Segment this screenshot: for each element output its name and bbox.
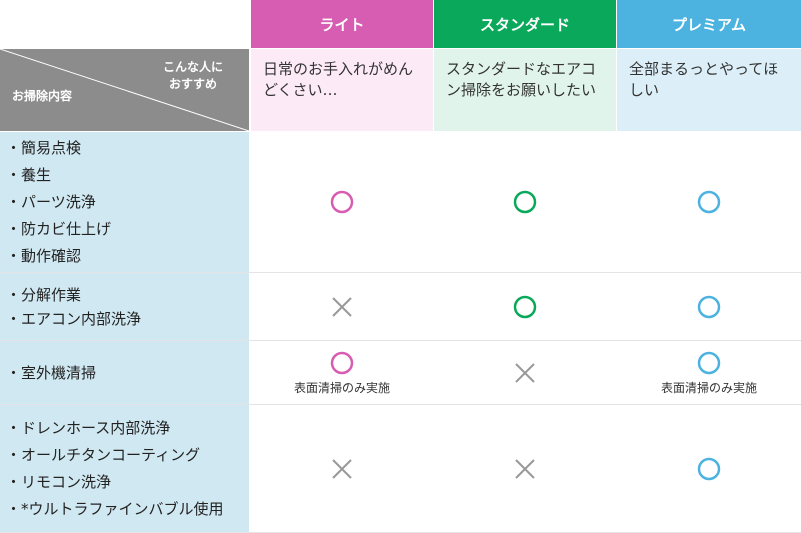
included-mark — [513, 295, 537, 318]
plan-name: スタンダード — [434, 0, 616, 48]
plan-name: ライト — [251, 0, 433, 48]
row-item: ・エアコン内部洗浄 — [6, 309, 142, 328]
included-mark — [697, 190, 721, 214]
row-item: ・防カビ仕上げ — [6, 219, 112, 238]
cell — [434, 341, 616, 404]
diagonal — [0, 49, 249, 131]
excluded-mark — [332, 458, 352, 479]
cell — [434, 132, 616, 272]
included-mark — [330, 351, 354, 374]
cell — [434, 405, 616, 532]
row-item: ・分解作業 — [6, 285, 82, 304]
excluded-mark — [332, 296, 352, 317]
included-mark — [697, 457, 721, 480]
row-item: ・パーツ洗浄 — [6, 192, 96, 211]
cell — [617, 132, 801, 272]
included-mark — [330, 190, 354, 214]
row-items: ・簡易点検・養生・パーツ洗浄 ・防カビ仕上げ ・動作確認 — [0, 132, 249, 272]
plan-recommend: 日常のお手入れがめんどくさい… — [251, 49, 433, 131]
row-item: ・室外機清掃 — [6, 363, 97, 382]
cell: 表面清掃のみ実施 — [617, 341, 801, 404]
plan-recommend: スタンダードなエアコン掃除をお願いしたい — [434, 49, 616, 131]
row-border — [0, 272, 801, 273]
plan-name: プレミアム — [617, 0, 801, 48]
row-items: ・分解作業・エアコン内部洗浄 — [0, 273, 249, 340]
row-item: ・養生 — [6, 165, 52, 184]
cell-note: 表面清掃のみ実施 — [660, 380, 757, 395]
row-item: ・オールチタンコーティング — [6, 445, 201, 464]
row-items: ・室外機清掃 — [0, 341, 249, 404]
plan-recommend: 全部まるっとやってほしい — [617, 49, 801, 131]
corner-header: こんな人に おすすめお掃除内容 — [0, 49, 249, 131]
row-item: ・*ウルトラファインバブル使用 — [6, 499, 224, 518]
corner-top-right: こんな人に おすすめ — [162, 60, 223, 91]
included-mark — [513, 190, 537, 214]
excluded-mark — [515, 362, 535, 383]
cell — [251, 405, 433, 532]
row-item: ・リモコン洗浄 — [6, 472, 112, 491]
included-mark — [697, 351, 721, 374]
cell-note: 表面清掃のみ実施 — [293, 380, 390, 395]
row-item: ・簡易点検 — [6, 138, 82, 157]
excluded-mark — [515, 458, 535, 479]
cell — [251, 273, 433, 340]
row-item: ・動作確認 — [6, 246, 82, 265]
row-border — [0, 404, 801, 405]
row-border — [0, 340, 801, 341]
cell — [617, 405, 801, 532]
row-item: ・ドレンホース内部洗浄 — [6, 418, 171, 437]
cell — [251, 132, 433, 272]
cell — [617, 273, 801, 340]
cell: 表面清掃のみ実施 — [251, 341, 433, 404]
corner-bottom-left: お掃除内容 — [12, 89, 73, 103]
row-items: ・ドレンホース内部洗浄・オールチタンコーティング ・リモコン洗浄・*ウルトラファイ… — [0, 405, 249, 532]
included-mark — [697, 295, 721, 318]
cell — [434, 273, 616, 340]
